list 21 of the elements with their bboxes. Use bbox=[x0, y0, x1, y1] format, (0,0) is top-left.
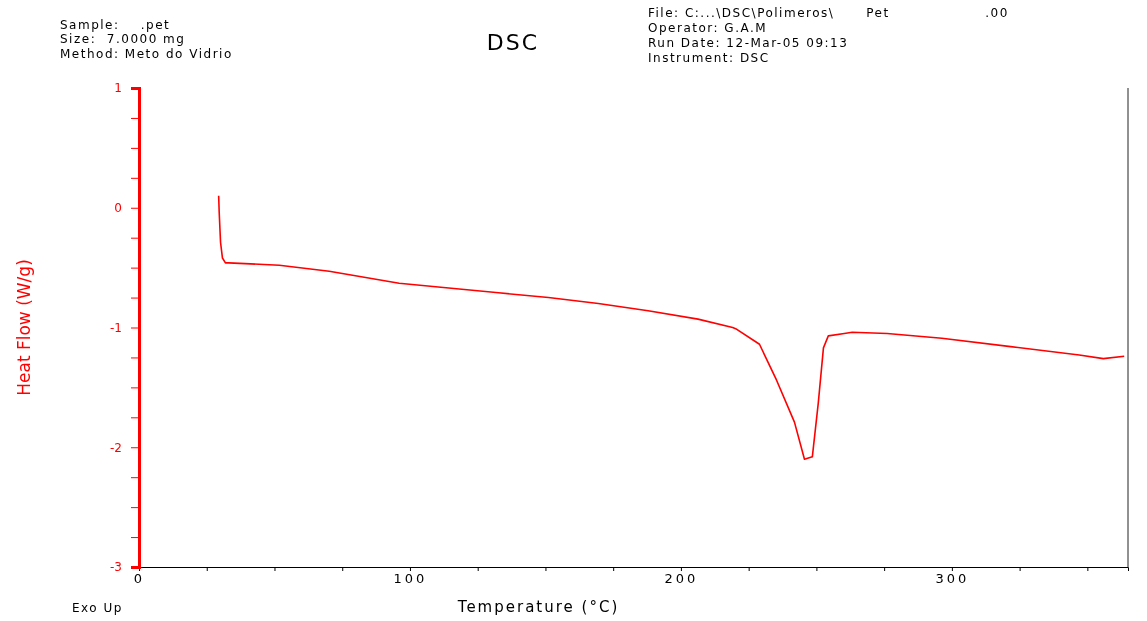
text: Size: 7.0000 mg bbox=[60, 32, 186, 46]
text: Instrument: DSC bbox=[648, 51, 770, 65]
text: Method: Meto do Vidrio bbox=[60, 47, 233, 61]
y-tick-label: -3 bbox=[110, 560, 122, 575]
text: File: C:...\DSC\Polimeros\ Pet .00 bbox=[648, 6, 1009, 20]
y-tick-label: 0 bbox=[114, 201, 122, 216]
x-axis-title: Temperature (°C) bbox=[456, 598, 620, 616]
x-tick-label: 0 bbox=[133, 571, 146, 587]
text: Exo Up bbox=[72, 601, 123, 615]
y-axis-title: Heat Flow (W/g) bbox=[14, 259, 34, 396]
chart-title: DSC bbox=[486, 30, 540, 55]
text: Sample: .pet bbox=[60, 18, 171, 32]
x-tick-label: 100 bbox=[393, 571, 428, 587]
line-series bbox=[217, 194, 1126, 461]
y-tick-label: 1 bbox=[114, 81, 122, 96]
y-tick-label: -1 bbox=[110, 320, 122, 335]
y-tick-label: -2 bbox=[110, 440, 122, 455]
text: Run Date: 12-Mar-05 09:13 bbox=[648, 36, 849, 50]
text: Operator: G.A.M bbox=[648, 21, 768, 35]
x-tick-label: 300 bbox=[935, 571, 970, 587]
x-tick-label: 200 bbox=[664, 571, 699, 587]
